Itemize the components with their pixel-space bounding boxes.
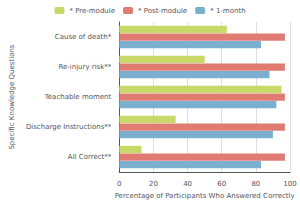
svg-text:* Post-module: * Post-module — [138, 7, 187, 15]
svg-text:100: 100 — [283, 180, 296, 188]
svg-text:Teachable moment: Teachable moment — [44, 93, 112, 101]
svg-text:* Pre-module: * Pre-module — [69, 7, 115, 15]
svg-text:Re-injury risk**: Re-injury risk** — [58, 63, 111, 71]
svg-text:Discharge Instructions**: Discharge Instructions** — [26, 123, 112, 131]
svg-text:40: 40 — [183, 180, 192, 188]
svg-text:* 1-month: * 1-month — [210, 7, 245, 15]
svg-text:All Correct**: All Correct** — [68, 153, 112, 161]
svg-text:80: 80 — [251, 180, 260, 188]
svg-text:60: 60 — [217, 180, 226, 188]
svg-text:Specific Knowledge Questions: Specific Knowledge Questions — [8, 44, 16, 149]
svg-text:0: 0 — [117, 180, 121, 188]
svg-text:Percentage of Participants Who: Percentage of Participants Who Answered … — [115, 192, 295, 200]
svg-text:Cause of death*: Cause of death* — [55, 33, 112, 41]
svg-text:20: 20 — [149, 180, 158, 188]
